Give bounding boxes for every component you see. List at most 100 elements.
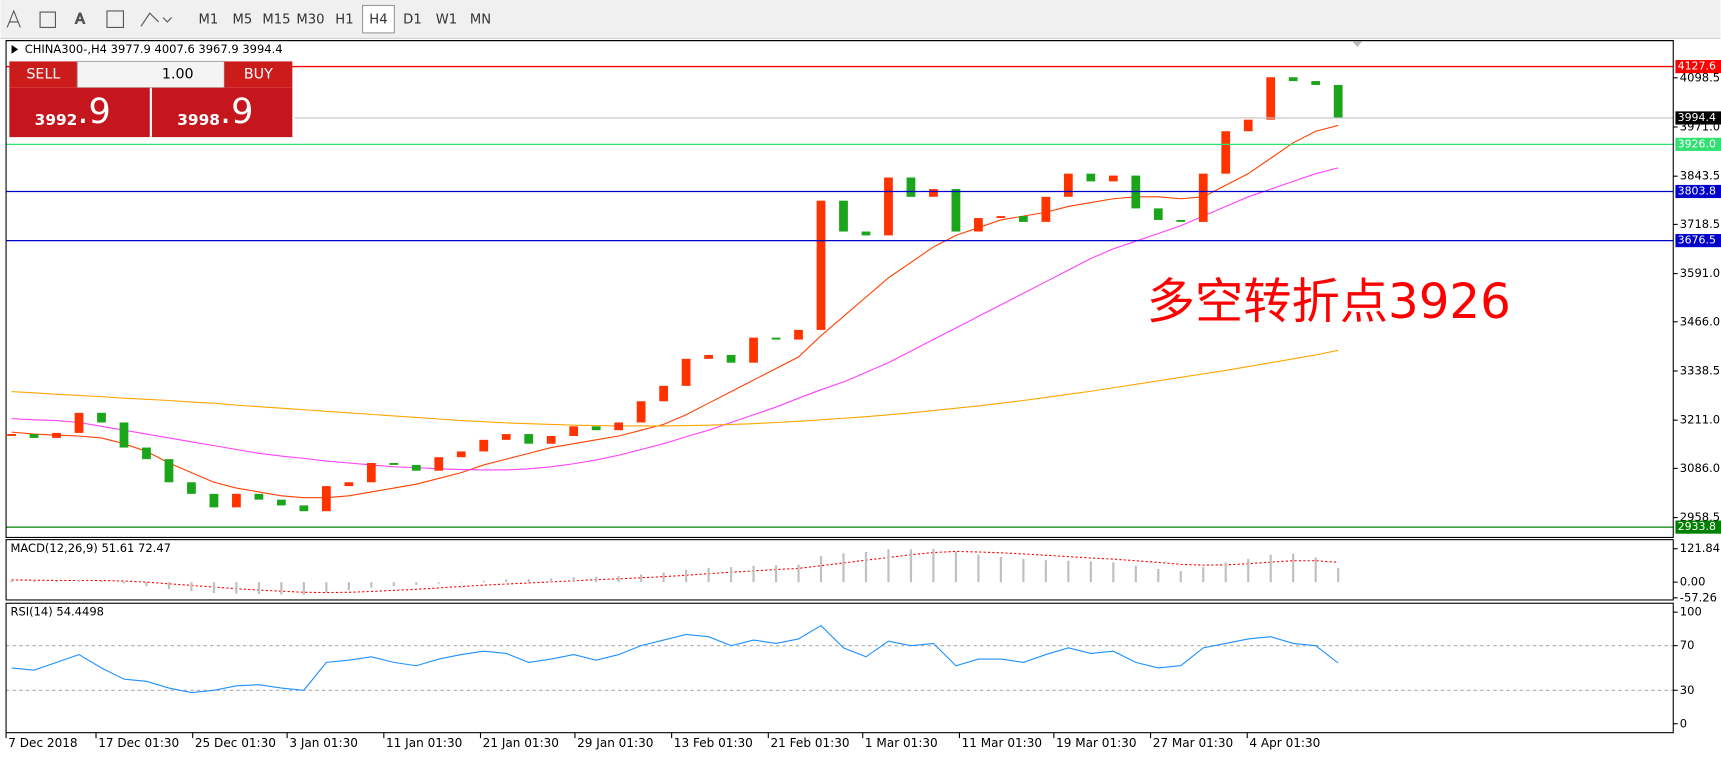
x-tick-label: 27 Mar 01:30 [1153, 736, 1233, 750]
candle-body [232, 493, 241, 508]
candle-body [1153, 208, 1163, 220]
sell-button[interactable] [9, 61, 78, 88]
candle-body [1198, 173, 1208, 222]
buy-label[interactable]: BUY [244, 67, 273, 83]
macd-bar [842, 553, 845, 583]
candle-body [1333, 84, 1343, 118]
candle-body [164, 459, 174, 483]
sell-label[interactable]: SELL [26, 67, 60, 83]
macd-bar [325, 582, 328, 593]
timeframe-button[interactable]: W1 [436, 13, 457, 28]
macd-bar [1134, 565, 1137, 583]
candle-body [929, 189, 938, 197]
macd-bar [235, 582, 238, 594]
candle-body [52, 432, 61, 438]
macd-bar [10, 580, 13, 583]
y-tick-label: 0.00 [1680, 575, 1706, 589]
icon-chart[interactable] [6, 9, 21, 28]
icon-arrows[interactable] [140, 12, 173, 27]
candle-body [524, 434, 534, 444]
timeframe-button[interactable]: H1 [335, 13, 353, 28]
x-tick-label: 11 Mar 01:30 [962, 736, 1042, 750]
macd-bar [595, 576, 598, 583]
candle-body [97, 412, 106, 423]
macd-bar [977, 554, 980, 583]
pane-frame [5, 40, 1674, 538]
y-tick-label: 70 [1680, 638, 1695, 652]
macd-bar [932, 548, 935, 583]
candle-body [479, 439, 489, 452]
icon-label[interactable] [106, 10, 124, 28]
pane-frame [5, 602, 1674, 734]
macd-bar [167, 582, 171, 589]
x-tick-label: 3 Jan 01:30 [289, 736, 358, 750]
x-tick-label: 1 Mar 01:30 [865, 736, 938, 750]
candle-body [659, 385, 669, 402]
candle-body [7, 434, 16, 436]
macd-bar [1224, 562, 1227, 583]
x-tick-label: 13 Feb 01:30 [674, 736, 753, 750]
timeframe-button[interactable]: M5 [233, 13, 253, 28]
macd-bar [1269, 554, 1272, 583]
macd-bar [77, 579, 81, 583]
bid-box[interactable] [9, 87, 150, 138]
candle-body [884, 177, 893, 236]
macd-bar [392, 582, 395, 586]
y-tick-label: 100 [1680, 605, 1702, 619]
candle-body [546, 435, 556, 444]
x-tick-label: 29 Jan 01:30 [577, 736, 653, 750]
shift-marker [1351, 40, 1363, 48]
buy-button[interactable] [224, 61, 293, 88]
candle-body [1176, 219, 1186, 222]
macd-bar [572, 577, 575, 583]
macd-bar [729, 567, 733, 583]
candle-body [1063, 173, 1073, 197]
macd-bar [437, 582, 440, 584]
moving-average [11, 124, 1339, 499]
candle-body [119, 422, 129, 448]
macd-bar [212, 582, 216, 594]
pane-frame [5, 539, 1674, 601]
candle-body [1041, 196, 1051, 222]
timeframe-button[interactable]: H4 [369, 13, 387, 28]
moving-average [11, 167, 1339, 471]
macd-bar [55, 581, 58, 583]
level-tag [1675, 184, 1721, 199]
order-panel: SELL 1.00 BUY 3992 .9 3998 .9 [9, 60, 293, 138]
candle-body [569, 426, 579, 436]
timeframe-button[interactable]: D1 [403, 13, 422, 28]
timeframe-button[interactable]: MN [470, 13, 491, 28]
candle-body [816, 200, 826, 330]
timeframe-button[interactable]: M15 [262, 13, 290, 28]
macd-bar [797, 564, 800, 583]
macd-bar [617, 576, 620, 583]
candle-body [951, 189, 961, 232]
macd-bar [280, 582, 283, 595]
lot-value[interactable]: 1.00 [162, 67, 194, 83]
icon-text[interactable]: A [75, 11, 86, 28]
level-label: 2933.8 [1678, 520, 1716, 533]
macd-bar [1022, 558, 1025, 583]
x-tick-label: 21 Jan 01:30 [483, 736, 559, 750]
last-price-label: 3994.4 [1678, 111, 1716, 124]
macd-bar [1179, 571, 1182, 583]
lot-box[interactable] [76, 60, 225, 89]
macd-bar [640, 574, 643, 583]
pane-title: MACD(12,26,9) 51.61 72.47 [10, 541, 171, 555]
icon-grid[interactable] [39, 11, 56, 28]
candle-body [614, 422, 624, 431]
level-label: 3676.5 [1678, 234, 1716, 247]
candle-body [636, 401, 646, 423]
macd-bar [1247, 558, 1250, 583]
macd-bar [1157, 568, 1160, 583]
macd-bar [1044, 560, 1047, 583]
y-tick-label: 121.84 [1680, 541, 1720, 555]
timeframe-button[interactable]: M30 [296, 13, 324, 28]
candle-body [187, 482, 196, 494]
candle-body [209, 493, 219, 508]
ask-box[interactable] [151, 87, 293, 138]
macd-bar [685, 569, 688, 583]
x-tick-label: 17 Dec 01:30 [98, 736, 179, 750]
timeframe-button[interactable]: M1 [199, 13, 219, 28]
macd-bar [1202, 567, 1205, 583]
